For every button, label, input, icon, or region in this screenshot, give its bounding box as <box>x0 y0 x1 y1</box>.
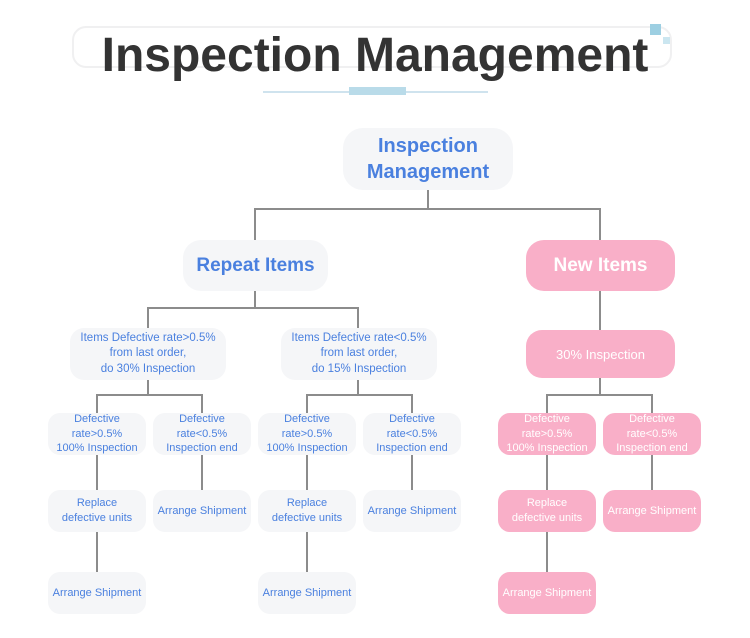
connector <box>306 532 308 572</box>
node-new-30-inspection: 30% Inspection <box>526 330 675 378</box>
connector <box>547 394 653 396</box>
node-rl-final-shipment: Arrange Shipment <box>258 572 356 614</box>
node-ni-final-shipment: Arrange Shipment <box>498 572 596 614</box>
node-new-items: New Items <box>526 240 675 291</box>
node-rh-final-shipment: Arrange Shipment <box>48 572 146 614</box>
connector <box>306 455 308 490</box>
connector <box>254 208 256 240</box>
connector <box>357 307 359 328</box>
connector <box>306 394 308 413</box>
node-root: Inspection Management <box>343 128 513 190</box>
node-rl-arrange-shipment: Arrange Shipment <box>363 490 461 532</box>
node-rl-replace-units: Replace defective units <box>258 490 356 532</box>
connector <box>427 190 429 208</box>
node-ni-inspection-end: Defective rate<0.5% Inspection end <box>603 413 701 455</box>
node-rh-replace-units: Replace defective units <box>48 490 146 532</box>
node-rl-100-inspection: Defective rate>0.5% 100% Inspection <box>258 413 356 455</box>
connector <box>599 291 601 330</box>
connector <box>201 455 203 490</box>
connector <box>411 394 413 413</box>
connector <box>148 307 359 309</box>
node-ni-100-inspection: Defective rate>0.5% 100% Inspection <box>498 413 596 455</box>
connector <box>96 455 98 490</box>
node-rh-100-inspection: Defective rate>0.5% 100% Inspection <box>48 413 146 455</box>
connector <box>96 394 98 413</box>
node-rl-inspection-end: Defective rate<0.5% Inspection end <box>363 413 461 455</box>
connector <box>546 394 548 413</box>
connector <box>546 532 548 572</box>
node-rh-inspection-end: Defective rate<0.5% Inspection end <box>153 413 251 455</box>
title-card <box>72 26 672 68</box>
title-underline-accent <box>349 87 406 95</box>
connector <box>255 208 601 210</box>
connector <box>201 394 203 413</box>
decor-square-small-icon <box>663 37 670 44</box>
node-repeat-defective-high: Items Defective rate>0.5% from last orde… <box>70 328 226 380</box>
connector <box>599 378 601 394</box>
connector <box>651 455 653 490</box>
page-title: Inspection Management <box>101 29 649 82</box>
connector <box>546 455 548 490</box>
node-repeat-items: Repeat Items <box>183 240 328 291</box>
connector <box>147 307 149 328</box>
connector <box>97 394 203 396</box>
connector <box>651 394 653 413</box>
connector <box>357 380 359 394</box>
node-repeat-defective-low: Items Defective rate<0.5% from last orde… <box>281 328 437 380</box>
decor-square-large-icon <box>650 24 661 35</box>
connector <box>147 380 149 394</box>
node-rh-arrange-shipment: Arrange Shipment <box>153 490 251 532</box>
node-ni-arrange-shipment: Arrange Shipment <box>603 490 701 532</box>
connector <box>307 394 413 396</box>
connector <box>411 455 413 490</box>
connector <box>599 208 601 240</box>
connector <box>254 291 256 307</box>
connector <box>96 532 98 572</box>
node-ni-replace-units: Replace defective units <box>498 490 596 532</box>
